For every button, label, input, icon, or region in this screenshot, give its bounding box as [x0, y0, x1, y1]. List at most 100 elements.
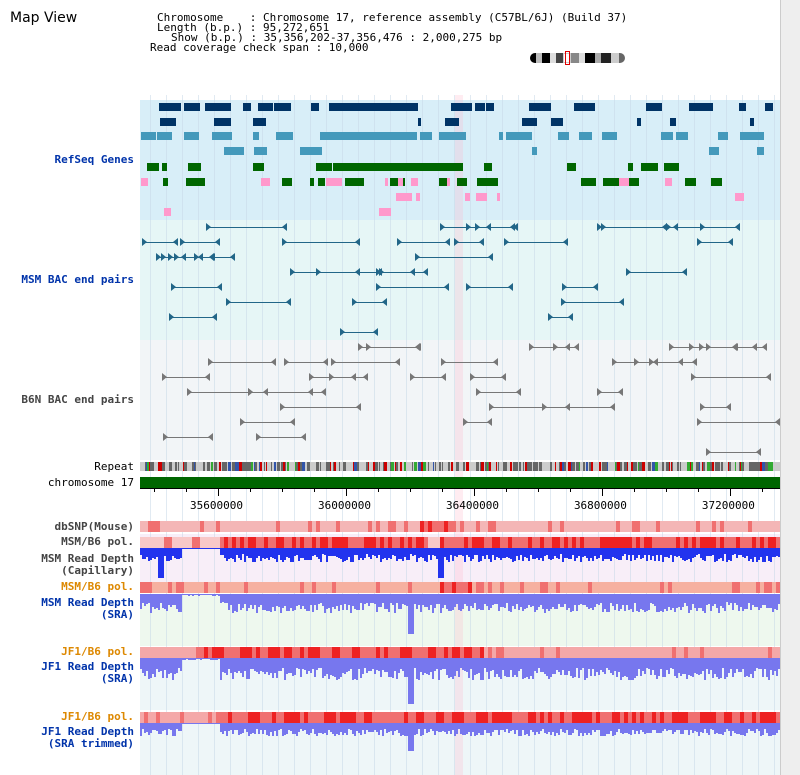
pol-cell: [520, 521, 524, 532]
depth-bar: [676, 548, 678, 558]
repeat-mark: [178, 462, 180, 471]
pol-cell: [476, 537, 480, 548]
depth-bar: [694, 594, 696, 609]
pol-cell: [596, 521, 600, 532]
track-label-msm-depth-capillary[interactable]: MSM Read Depth (Capillary): [41, 552, 134, 577]
track-label-chromosome[interactable]: chromosome 17: [47, 476, 134, 489]
msm-b6-pol-track-1[interactable]: [140, 537, 780, 548]
pol-cell: [624, 582, 628, 593]
depth-bar: [658, 548, 660, 562]
bac-end: [355, 238, 361, 246]
pol-cell: [680, 582, 684, 593]
msm-b6-pol-track-2[interactable]: [140, 582, 780, 593]
right-scrollbar[interactable]: [780, 0, 800, 775]
depth-bar: [552, 594, 554, 608]
bac-end: [362, 373, 368, 381]
depth-bar: [378, 723, 380, 736]
depth-bar: [736, 723, 738, 734]
pol-cell: [188, 537, 192, 548]
track-label-repeat[interactable]: Repeat: [94, 460, 134, 473]
pol-cell: [532, 712, 536, 723]
depth-bar: [616, 548, 618, 560]
pol-cell: [552, 647, 556, 658]
depth-bar: [298, 658, 300, 669]
depth-bar: [608, 723, 610, 735]
depth-bar: [528, 658, 530, 680]
depth-bar: [418, 723, 420, 729]
pol-cell: [164, 712, 168, 723]
jf1-depth-sra-track[interactable]: [140, 658, 780, 710]
jf1-b6-pol-track-2[interactable]: [140, 712, 780, 723]
track-label-jf1-b6-pol-2[interactable]: JF1/B6 pol.: [61, 710, 134, 723]
msm-depth-sra-track[interactable]: [140, 594, 780, 646]
depth-bar: [708, 548, 710, 556]
pol-cell: [328, 521, 332, 532]
track-label-jf1-depth-sra[interactable]: JF1 Read Depth (SRA): [41, 660, 134, 685]
repeat-mark: [575, 462, 578, 471]
pol-cell: [220, 647, 224, 658]
depth-bar: [726, 548, 728, 563]
pol-cell: [368, 537, 372, 548]
depth-bar: [628, 548, 630, 556]
depth-bar: [638, 723, 640, 735]
depth-bar: [344, 658, 346, 675]
grid-line: [390, 95, 391, 775]
gene-feature: [333, 132, 393, 140]
pol-cell: [484, 521, 488, 532]
pol-cell: [196, 582, 200, 593]
jf1-b6-pol-track-1[interactable]: [140, 647, 780, 658]
dbsnp-track[interactable]: [140, 521, 780, 532]
track-label-msm-b6-pol-1[interactable]: MSM/B6 pol.: [61, 535, 134, 548]
depth-bar: [294, 723, 296, 734]
chromosome-bar[interactable]: [140, 477, 780, 488]
pol-cell: [264, 712, 268, 723]
depth-bar: [454, 723, 456, 737]
depth-bar: [176, 723, 178, 730]
depth-bar: [602, 548, 604, 561]
depth-bar: [176, 658, 178, 673]
depth-bar: [228, 723, 230, 732]
pol-cell: [272, 647, 276, 658]
msm-depth-capillary-track[interactable]: [140, 548, 780, 583]
depth-bar: [444, 594, 446, 606]
depth-bar: [320, 548, 322, 563]
chromosome-ideogram[interactable]: [530, 51, 625, 65]
depth-bar: [394, 723, 396, 732]
track-label-dbsnp[interactable]: dbSNP(Mouse): [54, 520, 134, 533]
depth-bar: [682, 658, 684, 674]
bac-end: [439, 223, 445, 231]
pol-cell: [644, 582, 648, 593]
depth-bar: [746, 658, 748, 677]
repeat-track[interactable]: [140, 462, 780, 471]
depth-bar: [690, 548, 692, 562]
repeat-mark: [739, 462, 742, 471]
depth-bar: [162, 594, 164, 608]
repeat-mark: [208, 462, 210, 471]
track-label-jf1-b6-pol-1[interactable]: JF1/B6 pol.: [61, 645, 134, 658]
track-label-refseq[interactable]: RefSeq Genes: [54, 153, 134, 166]
track-label-msm-bac[interactable]: MSM BAC end pairs: [21, 273, 134, 286]
pol-cell: [700, 582, 704, 593]
depth-bar: [236, 594, 238, 613]
jf1-depth-trimmed-track[interactable]: [140, 723, 780, 775]
track-label-msm-depth-sra[interactable]: MSM Read Depth (SRA): [41, 596, 134, 621]
depth-bar: [470, 594, 472, 606]
gene-feature: [739, 132, 753, 140]
depth-bar: [200, 548, 202, 550]
depth-bar: [564, 658, 566, 676]
bac-end: [240, 418, 246, 426]
track-label-b6n-bac[interactable]: B6N BAC end pairs: [21, 393, 134, 406]
pol-cell: [216, 712, 220, 723]
pol-cell: [268, 582, 272, 593]
depth-bar: [540, 548, 542, 559]
depth-bar: [736, 548, 738, 558]
track-label-jf1-depth-trimmed[interactable]: JF1 Read Depth (SRA trimmed): [41, 725, 134, 750]
pol-cell: [380, 537, 384, 548]
track-label-msm-b6-pol-2[interactable]: MSM/B6 pol.: [61, 580, 134, 593]
depth-bar: [406, 548, 408, 561]
depth-bar: [564, 594, 566, 605]
axis-tick: [601, 488, 603, 496]
depth-bar: [260, 548, 262, 561]
ideogram-position-marker[interactable]: [565, 51, 570, 65]
pol-cell: [740, 521, 744, 532]
